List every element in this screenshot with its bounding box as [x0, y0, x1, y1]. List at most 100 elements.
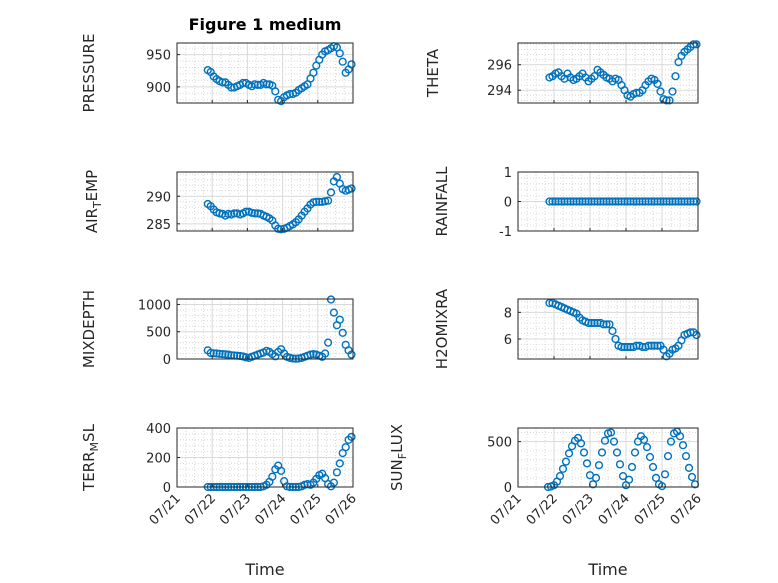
data-point [590, 72, 599, 81]
subplot-rainfall: -1 0 1 RAINFALL [433, 166, 701, 240]
y-tick-label: 1 [504, 166, 512, 181]
data-point [651, 473, 661, 483]
subplot-h2omixra: 6 8 H2OMIXRA [433, 288, 701, 369]
data-point [677, 197, 686, 206]
x-tick-label: 07/22 [182, 491, 219, 528]
data-point [241, 353, 251, 362]
data-point [335, 315, 344, 324]
data-point [324, 196, 333, 205]
data-point [560, 197, 569, 206]
data-point [545, 197, 554, 206]
data-point [605, 197, 614, 206]
data-point [347, 350, 356, 359]
data-point [338, 328, 347, 337]
data-point [584, 318, 593, 328]
data-point [662, 96, 671, 105]
axes-box [517, 298, 699, 360]
data-point [218, 350, 227, 359]
y-tick-label: 0 [163, 353, 171, 368]
data-point [666, 437, 676, 446]
data-point [274, 224, 283, 233]
data-point [332, 468, 342, 477]
data-point [647, 197, 656, 206]
series-markers [543, 427, 700, 492]
data-point [599, 197, 608, 206]
data-point [659, 197, 668, 206]
data-point [241, 207, 251, 216]
data-point [579, 448, 589, 457]
data-point [564, 449, 574, 458]
data-point [312, 197, 321, 206]
data-point [618, 472, 628, 481]
data-point [572, 197, 581, 206]
data-point [644, 341, 653, 350]
data-point [332, 172, 342, 182]
data-point [250, 209, 259, 218]
data-point [650, 341, 659, 350]
data-point [662, 197, 671, 206]
data-point [641, 197, 650, 206]
data-point [561, 457, 571, 466]
data-point [338, 57, 347, 66]
data-point [668, 87, 677, 96]
x-tick-label: 07/25 [288, 491, 325, 528]
data-point [587, 318, 596, 328]
y-tick-label: 200 [146, 452, 171, 467]
y-axis-label: THETA [424, 48, 442, 98]
data-point [656, 87, 665, 96]
data-point [626, 197, 635, 206]
data-point [653, 341, 662, 350]
data-point [602, 320, 611, 329]
data-point [326, 188, 336, 197]
axes-box [176, 298, 354, 360]
data-point [569, 197, 578, 206]
data-point [630, 448, 640, 457]
grid [176, 43, 354, 103]
data-point [665, 197, 674, 206]
data-point [608, 326, 617, 336]
data-point [551, 197, 560, 206]
data-point [605, 320, 614, 329]
grid [517, 43, 699, 103]
y-axis-label: H2OMIXRA [433, 288, 451, 369]
data-point [306, 350, 315, 359]
y-tick-label: 8 [504, 306, 512, 321]
data-point [575, 197, 584, 206]
y-tick-label: 900 [146, 81, 171, 96]
y-tick-label: -1 [499, 225, 512, 240]
data-point [680, 197, 689, 206]
series-markers [545, 197, 701, 206]
y-tick-label: 0 [163, 481, 171, 496]
data-point [644, 197, 653, 206]
y-axis-label: TERRMSL [80, 423, 101, 492]
series-markers [203, 42, 356, 106]
data-point [648, 462, 658, 472]
data-point [578, 197, 587, 206]
subplot-mixdepth: 0 500 1000 MIXDEPTH [80, 290, 356, 368]
x-tick-label: 07/22 [524, 491, 561, 528]
data-point [593, 197, 602, 206]
data-point [674, 197, 683, 206]
data-point [215, 349, 224, 358]
data-point [614, 197, 623, 206]
axes-box [517, 427, 699, 488]
data-point [548, 197, 557, 206]
data-point [671, 197, 680, 206]
data-point [692, 330, 701, 340]
data-point [599, 320, 608, 329]
data-point [668, 197, 677, 206]
data-point [309, 68, 318, 77]
data-point [657, 482, 667, 491]
x-tick-label: 07/21 [488, 491, 525, 528]
data-point [612, 448, 622, 457]
data-point [576, 439, 586, 448]
data-point [594, 461, 604, 470]
data-point [224, 350, 233, 359]
data-point [582, 459, 592, 468]
x-tick-label: 07/24 [252, 491, 289, 528]
data-point [611, 334, 620, 344]
data-point [620, 197, 629, 206]
data-point [212, 349, 221, 358]
data-point [335, 459, 344, 468]
